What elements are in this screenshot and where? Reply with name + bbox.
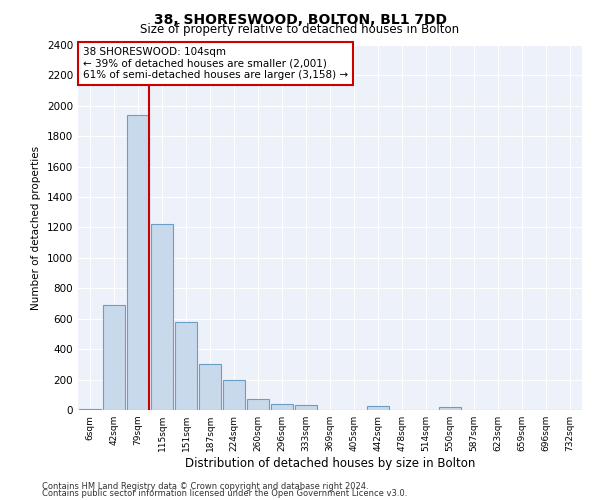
Bar xyxy=(199,364,221,410)
Bar xyxy=(367,406,389,410)
Bar xyxy=(271,404,293,410)
Bar xyxy=(223,380,245,410)
Bar xyxy=(151,224,173,410)
X-axis label: Distribution of detached houses by size in Bolton: Distribution of detached houses by size … xyxy=(185,457,475,470)
Text: 38, SHORESWOOD, BOLTON, BL1 7DD: 38, SHORESWOOD, BOLTON, BL1 7DD xyxy=(154,12,446,26)
Bar xyxy=(247,398,269,410)
Text: Size of property relative to detached houses in Bolton: Size of property relative to detached ho… xyxy=(140,22,460,36)
Text: Contains public sector information licensed under the Open Government Licence v3: Contains public sector information licen… xyxy=(42,490,407,498)
Bar xyxy=(79,409,101,410)
Bar xyxy=(127,115,149,410)
Bar xyxy=(175,322,197,410)
Text: 38 SHORESWOOD: 104sqm
← 39% of detached houses are smaller (2,001)
61% of semi-d: 38 SHORESWOOD: 104sqm ← 39% of detached … xyxy=(83,47,348,80)
Bar xyxy=(439,407,461,410)
Y-axis label: Number of detached properties: Number of detached properties xyxy=(31,146,41,310)
Bar xyxy=(103,305,125,410)
Bar xyxy=(295,406,317,410)
Text: Contains HM Land Registry data © Crown copyright and database right 2024.: Contains HM Land Registry data © Crown c… xyxy=(42,482,368,491)
